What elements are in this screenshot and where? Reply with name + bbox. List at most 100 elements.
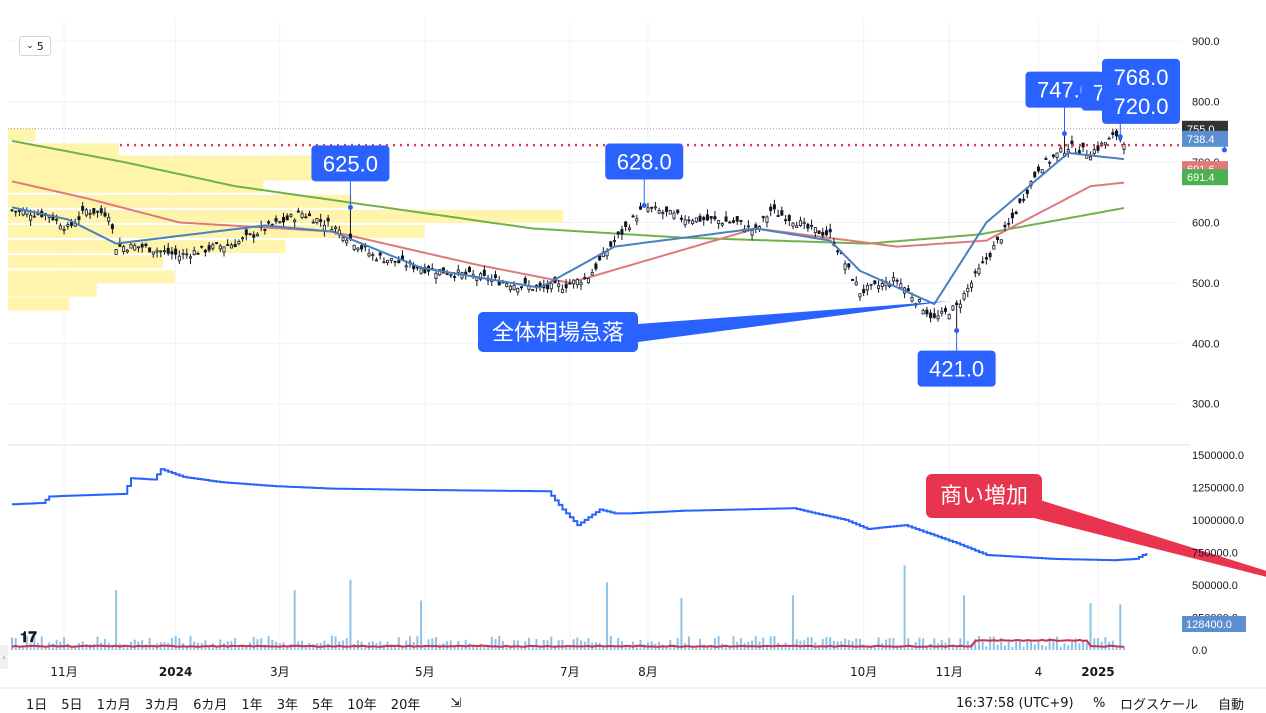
candle-body xyxy=(148,247,152,253)
candle-body xyxy=(479,273,483,280)
volume-profile-bar xyxy=(8,297,70,311)
volume-bar xyxy=(847,639,850,650)
volume-bar xyxy=(505,647,508,650)
candle-body xyxy=(352,245,356,250)
range-3m[interactable]: 3カ月 xyxy=(144,698,180,713)
volume-bar xyxy=(379,641,382,650)
callout-box xyxy=(1102,58,1180,95)
time-axis-tick: 7月 xyxy=(560,665,580,679)
candle-body xyxy=(110,224,114,230)
volume-bar xyxy=(85,644,88,650)
volume-bar xyxy=(948,638,951,650)
candle-body xyxy=(55,218,59,221)
volume-bar xyxy=(635,645,638,650)
candle-body xyxy=(393,260,397,263)
volume-bar xyxy=(873,645,876,650)
candle-body xyxy=(549,282,553,290)
candle-body xyxy=(419,268,423,274)
candle-body xyxy=(720,223,724,226)
price-label-738.4: 738.4 xyxy=(1187,134,1215,146)
volume-bar xyxy=(449,640,452,650)
candle-body xyxy=(810,224,814,227)
range-1m[interactable]: 1カ月 xyxy=(96,698,131,713)
candle-body xyxy=(624,221,628,228)
candle-body xyxy=(21,209,25,216)
candle-body xyxy=(166,247,170,254)
candle-body xyxy=(780,210,784,216)
candle-body xyxy=(691,220,695,224)
volume-bar xyxy=(866,647,869,650)
volume-bar xyxy=(472,645,475,650)
candle-body xyxy=(1096,145,1100,151)
volume-bar xyxy=(494,639,497,650)
volume-bar xyxy=(1082,640,1085,650)
volume-bar xyxy=(725,646,728,650)
candle-body xyxy=(14,210,18,213)
price-axis-tick: 500.0 xyxy=(1192,278,1220,290)
candle-body xyxy=(843,263,847,270)
range-20y[interactable]: 20年 xyxy=(390,698,421,713)
volume-callout-box xyxy=(926,474,1042,518)
callout-point xyxy=(347,204,353,210)
candle-body xyxy=(746,225,750,228)
callout-box xyxy=(1102,87,1180,124)
candle-body xyxy=(910,297,914,302)
candle-body xyxy=(449,274,453,277)
range-5y[interactable]: 5年 xyxy=(311,698,334,713)
candle-body xyxy=(586,278,590,284)
candle-body xyxy=(278,221,282,224)
candle-body xyxy=(285,215,289,221)
volume-bar xyxy=(981,641,984,650)
volume-bar xyxy=(706,646,709,650)
range-1y[interactable]: 1年 xyxy=(241,698,263,713)
candle-body xyxy=(1055,152,1059,158)
candle-body xyxy=(519,286,524,289)
candle-body xyxy=(300,213,304,218)
range-5d[interactable]: 5日 xyxy=(61,698,83,713)
range-10y[interactable]: 10年 xyxy=(347,698,377,713)
candle-body xyxy=(639,206,643,210)
volume-bar xyxy=(304,645,307,650)
candle-body xyxy=(88,212,92,215)
go-to-date-icon[interactable]: ⇲ xyxy=(450,696,462,711)
volume-bar xyxy=(1089,603,1092,650)
left-collapse-handle[interactable]: ‹ xyxy=(0,645,8,669)
volume-bar xyxy=(25,635,28,650)
log-scale-toggle[interactable]: ログスケール xyxy=(1120,698,1199,713)
candle-body xyxy=(899,283,903,289)
candle-body xyxy=(966,287,970,293)
candle-body xyxy=(136,246,140,249)
candle-body xyxy=(1033,171,1037,178)
volume-bar xyxy=(103,638,106,650)
volume-bar xyxy=(557,640,560,650)
candle-body xyxy=(367,252,371,257)
volume-bar xyxy=(561,639,564,650)
volume-bar xyxy=(687,636,690,650)
volume-bar xyxy=(531,646,534,650)
volume-callout-label: 商い増加 xyxy=(940,484,1028,509)
candle-body xyxy=(687,219,691,222)
range-1d[interactable]: 1日 xyxy=(26,698,48,713)
candle-body xyxy=(698,215,702,222)
volume-bar xyxy=(580,640,583,650)
candle-body xyxy=(676,209,680,214)
candle-body xyxy=(583,277,587,279)
volume-bar xyxy=(427,639,430,650)
volume-bar xyxy=(896,645,899,650)
range-6m[interactable]: 6カ月 xyxy=(193,698,228,713)
volume-bar xyxy=(691,646,694,650)
auto-scale-toggle[interactable]: 自動 xyxy=(1218,698,1245,713)
interval-selector[interactable]: ⌄ 5 xyxy=(19,36,51,56)
volume-bar xyxy=(431,638,434,650)
candle-body xyxy=(493,274,497,278)
volume-bar xyxy=(613,647,616,650)
volume-bar xyxy=(11,637,13,650)
candle-body xyxy=(992,245,996,250)
candle-body xyxy=(858,293,862,298)
volume-bar xyxy=(710,646,713,650)
candle-body xyxy=(1081,142,1085,148)
volume-bar xyxy=(888,638,891,650)
percent-toggle[interactable]: % xyxy=(1093,696,1106,711)
range-3y[interactable]: 3年 xyxy=(276,698,298,713)
